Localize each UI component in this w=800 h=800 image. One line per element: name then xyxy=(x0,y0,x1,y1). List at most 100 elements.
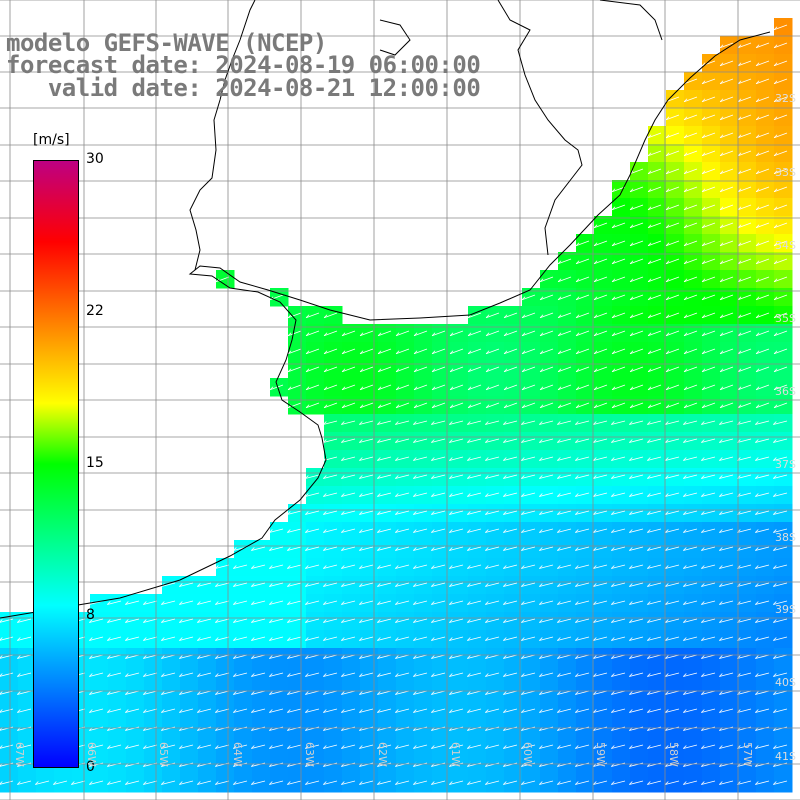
wind-arrow-head xyxy=(629,386,634,391)
speed-cell xyxy=(414,414,433,433)
speed-cell xyxy=(666,522,685,541)
speed-cell xyxy=(756,594,775,613)
speed-cell xyxy=(648,126,667,145)
wind-arrow-head xyxy=(737,224,742,229)
speed-cell xyxy=(486,738,505,757)
speed-cell xyxy=(288,576,307,595)
wind-arrow-head xyxy=(269,529,273,533)
speed-cell xyxy=(18,702,37,721)
speed-cell xyxy=(666,774,685,793)
wind-arrow xyxy=(701,96,716,103)
wind-arrow xyxy=(773,420,788,425)
speed-cell xyxy=(450,774,469,793)
wind-arrow-head xyxy=(521,404,526,409)
wind-arrow-head xyxy=(485,493,489,497)
speed-cell xyxy=(738,684,757,703)
speed-cell xyxy=(270,540,289,559)
wind-arrow xyxy=(629,330,644,337)
wind-arrow xyxy=(341,456,356,461)
speed-cell xyxy=(396,558,415,577)
speed-cell xyxy=(666,342,685,361)
speed-cell xyxy=(738,396,757,415)
speed-cell xyxy=(396,612,415,631)
speed-cell xyxy=(702,108,721,127)
wind-arrow-head xyxy=(449,457,453,461)
speed-cell xyxy=(270,594,289,613)
wind-arrow xyxy=(269,384,284,391)
wind-arrow xyxy=(647,492,662,497)
wind-arrow-head xyxy=(611,511,615,515)
wind-arrow-head xyxy=(647,242,652,247)
speed-cell xyxy=(414,702,433,721)
wind-arrow xyxy=(575,276,590,283)
wind-arrow-head xyxy=(485,314,490,319)
speed-cell xyxy=(450,486,469,505)
speed-cell xyxy=(702,162,721,181)
speed-cell xyxy=(576,324,595,343)
wind-arrow-head xyxy=(647,170,652,175)
wind-arrow-head xyxy=(377,404,382,409)
speed-cell xyxy=(378,522,397,541)
speed-cell xyxy=(342,450,361,469)
wind-arrow xyxy=(773,510,788,515)
wind-arrow-head xyxy=(755,62,760,67)
speed-cell xyxy=(666,594,685,613)
wind-arrow-head xyxy=(395,350,400,355)
wind-arrow xyxy=(701,474,716,479)
wind-arrow-head xyxy=(593,242,598,247)
wind-arrow xyxy=(737,186,752,193)
speed-cell xyxy=(522,288,541,307)
wind-arrow-head xyxy=(449,421,453,425)
wind-arrow-head xyxy=(395,529,399,533)
wind-arrow xyxy=(683,294,698,301)
wind-arrow xyxy=(755,276,770,283)
wind-arrow xyxy=(737,456,752,461)
speed-cell xyxy=(414,774,433,793)
speed-cell xyxy=(576,540,595,559)
speed-cell xyxy=(558,342,577,361)
wind-arrow-head xyxy=(503,386,508,391)
wind-arrow xyxy=(773,186,788,193)
speed-cell xyxy=(216,558,235,577)
wind-arrow-head xyxy=(755,98,760,103)
speed-cell xyxy=(558,486,577,505)
speed-cell xyxy=(522,558,541,577)
wind-arrow-head xyxy=(593,368,598,373)
wind-arrow xyxy=(539,510,554,515)
speed-cell xyxy=(306,324,325,343)
speed-cell xyxy=(288,306,307,325)
wind-arrow xyxy=(539,438,554,443)
speed-cell xyxy=(306,756,325,775)
speed-cell xyxy=(720,540,739,559)
speed-cell xyxy=(288,360,307,379)
speed-cell xyxy=(630,396,649,415)
wind-arrow-head xyxy=(737,188,742,193)
speed-cell xyxy=(558,252,577,271)
wind-arrow-head xyxy=(737,350,742,355)
wind-arrow xyxy=(701,222,716,229)
wind-arrow-head xyxy=(521,332,526,337)
wind-arrow xyxy=(719,168,734,175)
speed-cell xyxy=(558,414,577,433)
wind-arrow xyxy=(719,438,734,443)
wind-arrow-head xyxy=(701,439,705,443)
speed-cell xyxy=(612,288,631,307)
speed-cell xyxy=(702,54,721,73)
wind-arrow xyxy=(773,528,788,533)
wind-arrow-head xyxy=(665,529,669,533)
wind-arrow-head xyxy=(503,529,507,533)
wind-arrow-head xyxy=(683,242,688,247)
wind-arrow xyxy=(719,78,734,85)
speed-cell xyxy=(612,756,631,775)
speed-cell xyxy=(540,612,559,631)
speed-cell xyxy=(252,738,271,757)
wind-arrow xyxy=(287,528,302,533)
speed-cell xyxy=(378,648,397,667)
speed-cell xyxy=(90,666,109,685)
wind-arrow-head xyxy=(665,152,670,157)
speed-cell xyxy=(540,774,559,793)
wind-arrow-head xyxy=(665,350,670,355)
speed-cell xyxy=(504,522,523,541)
